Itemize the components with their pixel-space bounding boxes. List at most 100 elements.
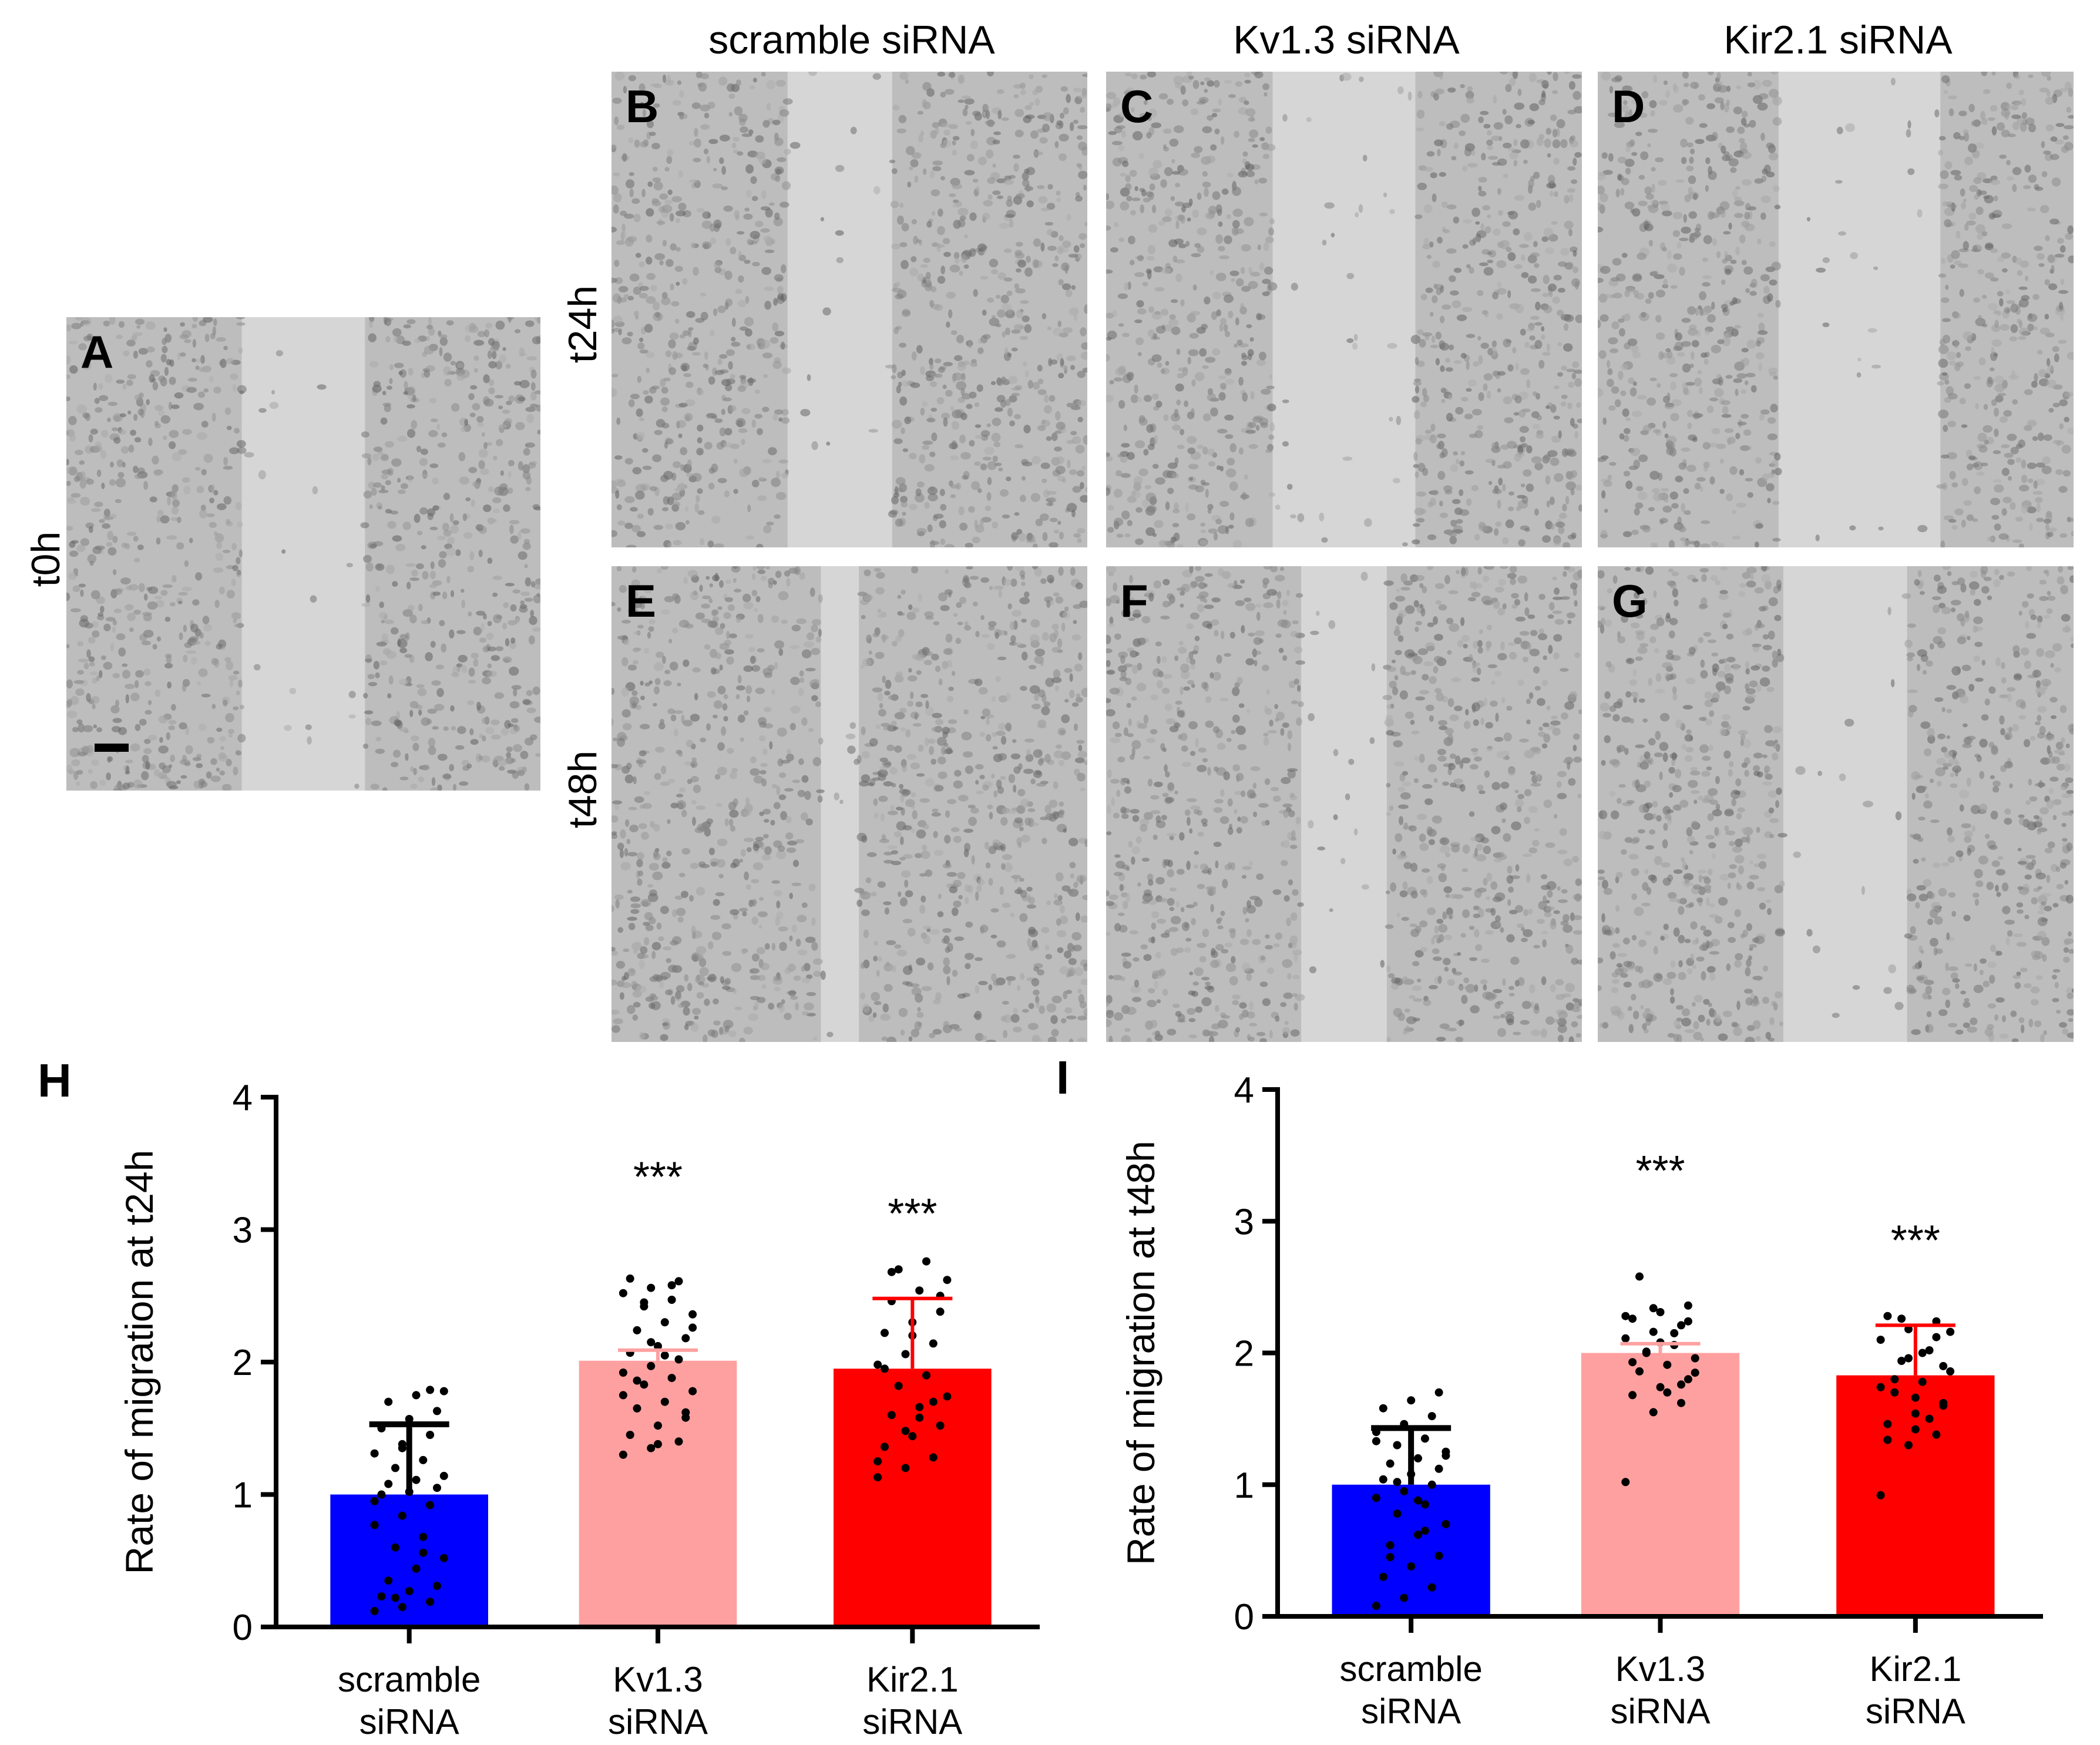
data-point (640, 1298, 649, 1307)
data-point (1386, 1541, 1395, 1549)
data-point (647, 1444, 656, 1453)
data-point (1670, 1329, 1679, 1337)
data-point (1407, 1396, 1416, 1405)
data-point (1649, 1304, 1658, 1313)
column-title-scramble: scramble siRNA (708, 18, 995, 62)
data-point (370, 1521, 379, 1529)
data-point (1883, 1312, 1892, 1320)
data-point (688, 1310, 697, 1319)
data-point (922, 1257, 930, 1266)
data-point (426, 1501, 435, 1509)
data-point (633, 1326, 641, 1334)
data-point (1442, 1451, 1450, 1460)
x-tick-label: siRNA (359, 1702, 459, 1741)
data-point (439, 1387, 448, 1396)
data-point (419, 1455, 428, 1464)
data-point (633, 1404, 641, 1413)
data-point (1386, 1459, 1395, 1468)
data-point (1918, 1349, 1927, 1357)
x-tick-label: siRNA (608, 1702, 708, 1741)
y-tick-label: 4 (1234, 1070, 1254, 1111)
x-tick-label: scramble (1339, 1649, 1482, 1689)
data-point (1414, 1531, 1422, 1539)
data-point (1393, 1441, 1402, 1450)
cell-texture (1598, 72, 2074, 547)
data-point (426, 1431, 435, 1439)
bar-0 (330, 1494, 488, 1627)
panel-letter-f: F (1120, 575, 1148, 627)
micrograph-f: F (1106, 566, 1582, 1042)
data-point (901, 1427, 910, 1435)
data-point (377, 1490, 386, 1499)
micrograph-e: E (611, 566, 1087, 1042)
data-point (1400, 1487, 1409, 1495)
data-point (370, 1497, 379, 1505)
data-point (1379, 1572, 1387, 1581)
data-point (915, 1413, 924, 1422)
cell-texture (1598, 566, 2074, 1042)
data-point (626, 1274, 634, 1283)
data-point (1400, 1593, 1409, 1602)
x-tick-label: Kir2.1 (866, 1660, 959, 1699)
data-point (391, 1593, 399, 1602)
data-point (674, 1355, 683, 1364)
data-point (647, 1361, 656, 1370)
data-point (1434, 1464, 1443, 1473)
bar-2 (834, 1369, 992, 1627)
panel-letter-i: I (1056, 1051, 1070, 1104)
data-point (426, 1386, 435, 1394)
column-title-kir21: Kir2.1 siRNA (1723, 18, 1953, 62)
data-point (1628, 1358, 1637, 1367)
x-tick-label: siRNA (1866, 1692, 1965, 1731)
y-axis-label: Rate of migration at t24h (117, 1150, 161, 1575)
data-point (894, 1381, 903, 1390)
data-point (433, 1407, 441, 1415)
panel-letter-h: H (38, 1054, 72, 1107)
micrograph-b: B (611, 72, 1087, 547)
data-point (1663, 1360, 1672, 1369)
data-point (873, 1457, 882, 1466)
data-point (660, 1318, 669, 1327)
cell-texture (611, 72, 1087, 547)
panel-letter-e: E (626, 575, 657, 627)
data-point (405, 1415, 414, 1423)
data-point (873, 1473, 882, 1482)
micrograph-d: D (1598, 72, 2074, 547)
y-axis-label: Rate of migration at t48h (1119, 1141, 1162, 1565)
data-point (654, 1341, 662, 1350)
data-point (1656, 1383, 1665, 1391)
data-point (419, 1532, 428, 1541)
data-point (1939, 1361, 1948, 1370)
data-point (619, 1450, 627, 1459)
data-point (647, 1338, 656, 1347)
data-point (1393, 1509, 1402, 1518)
data-point (1932, 1317, 1941, 1326)
data-point (660, 1397, 669, 1406)
significance-1: *** (1635, 1148, 1685, 1195)
data-point (1939, 1401, 1948, 1410)
data-point (660, 1351, 669, 1360)
data-point (1379, 1475, 1387, 1484)
data-point (1420, 1434, 1429, 1443)
data-point (901, 1350, 910, 1359)
data-point (1911, 1425, 1920, 1434)
data-point (1635, 1272, 1644, 1281)
data-point (1904, 1441, 1913, 1450)
data-point (667, 1281, 676, 1290)
y-tick-label: 1 (1234, 1465, 1254, 1506)
data-point (391, 1464, 399, 1472)
data-point (1420, 1500, 1429, 1509)
data-point (1677, 1398, 1685, 1407)
data-point (1890, 1375, 1899, 1384)
x-tick-label: Kv1.3 (1615, 1649, 1705, 1689)
data-point (1684, 1375, 1692, 1384)
data-point (681, 1334, 690, 1343)
data-point (1876, 1491, 1885, 1499)
data-point (908, 1432, 917, 1441)
data-point (1621, 1334, 1630, 1343)
data-point (915, 1286, 924, 1295)
data-point (1442, 1520, 1450, 1528)
data-point (1427, 1480, 1436, 1489)
data-point (1386, 1553, 1395, 1562)
